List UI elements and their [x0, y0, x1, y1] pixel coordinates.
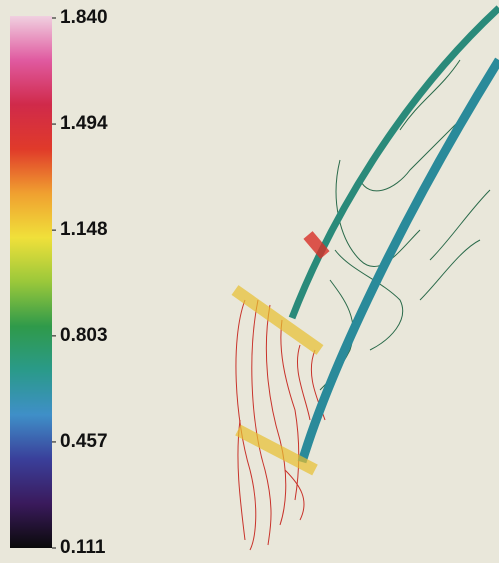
tick-label: 0.457: [60, 431, 108, 452]
tick-label: 0.803: [60, 325, 108, 346]
tick-label: 1.494: [60, 113, 108, 134]
blade: [297, 57, 499, 464]
tick-label: 1.148: [60, 219, 108, 240]
tick-label: 1.840: [60, 7, 108, 28]
shock-band: [235, 424, 318, 476]
colorbar: [10, 16, 52, 548]
shock-band: [303, 231, 330, 259]
blade: [288, 5, 499, 320]
shock-band: [231, 285, 324, 355]
contour-plot: [231, 5, 499, 551]
tick-label: 0.111: [60, 537, 106, 558]
